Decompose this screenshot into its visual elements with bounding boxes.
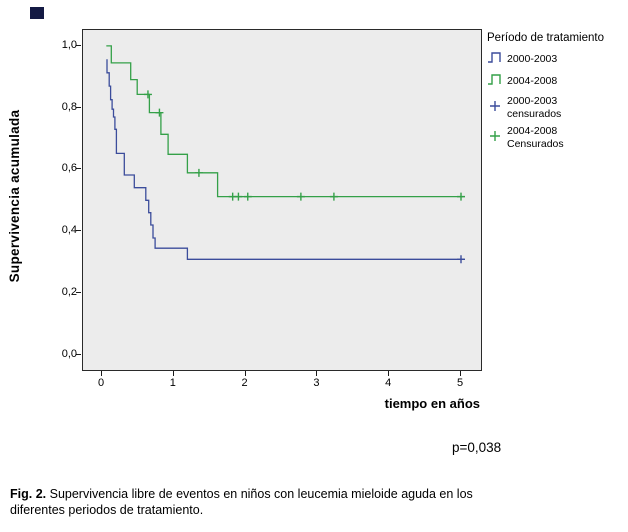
y-axis-tick [76,168,81,170]
x-tick-label: 3 [313,377,320,389]
censor-mark [194,168,203,177]
x-tick-label: 5 [456,377,464,389]
y-axis-tick [76,44,81,46]
x-axis-tick [244,371,246,376]
legend-item-label: 2004-2008 [507,75,558,88]
legend-item-label: 2004-2008 Censurados [507,125,564,151]
x-axis-tick [172,371,174,376]
y-axis-tick [76,291,81,293]
x-tick-label: 2 [241,377,248,389]
x-axis-title: tiempo en años [384,396,480,411]
plot-area [82,29,482,371]
y-tick-label: 0,6 [61,162,77,175]
x-tick-label: 1 [169,377,176,389]
x-axis-tick [101,371,102,376]
step-line-icon [487,51,507,69]
legend-items: 2000-2003 2004-2008 2000-2003 censurados 20… [487,51,625,152]
legend-item: 2000-2003 [487,51,625,69]
legend-item: 2000-2003 censurados [487,95,625,121]
figure-caption: Fig. 2. Supervivencia libre de eventos e… [10,486,610,519]
legend-item: 2004-2008 Censurados [487,125,625,151]
y-tick-label: 1,0 [61,38,77,51]
y-axis-tick [76,230,81,232]
series-line-2004-2008 [106,45,464,198]
p-value: p=0,038 [452,440,502,455]
censor-mark [143,90,152,99]
x-tick-label: 0 [97,377,105,389]
censor-mark [155,108,164,117]
y-tick-label: 0,8 [61,100,77,113]
y-tick-label: 0,4 [61,224,77,237]
caption-text: Supervivencia libre de eventos en niños … [10,487,473,518]
legend: Período de tratamiento 2000-2003 2004-200… [487,32,625,156]
plus-icon [487,129,507,147]
censor-mark [234,192,243,201]
y-axis-tick [76,106,81,108]
caption-label: Fig. 2. [10,487,47,501]
censor-mark [329,192,338,201]
censor-mark [457,255,465,264]
x-tick-label: 4 [385,377,392,389]
x-axis-tick [388,371,390,376]
plus-icon [487,99,507,117]
legend-item: 2004-2008 [487,73,625,91]
series-line-2000-2003 [106,59,465,260]
legend-title: Período de tratamiento [487,32,604,44]
legend-item-label: 2000-2003 censurados [507,95,562,121]
censor-mark [457,192,465,201]
legend-item-label: 2000-2003 [507,53,558,66]
censor-mark [243,192,252,201]
x-axis-tick [316,371,318,376]
x-axis-tick [460,371,461,376]
scan-artifact [30,7,44,19]
y-axis-tick [76,353,81,355]
step-line-icon [487,73,507,91]
censor-mark [296,192,305,201]
y-tick-label: 0,0 [61,347,77,360]
plot-svg [106,45,465,264]
y-tick-label: 0,2 [61,285,77,298]
y-axis-title: Supervivencia acumulada [7,109,22,283]
